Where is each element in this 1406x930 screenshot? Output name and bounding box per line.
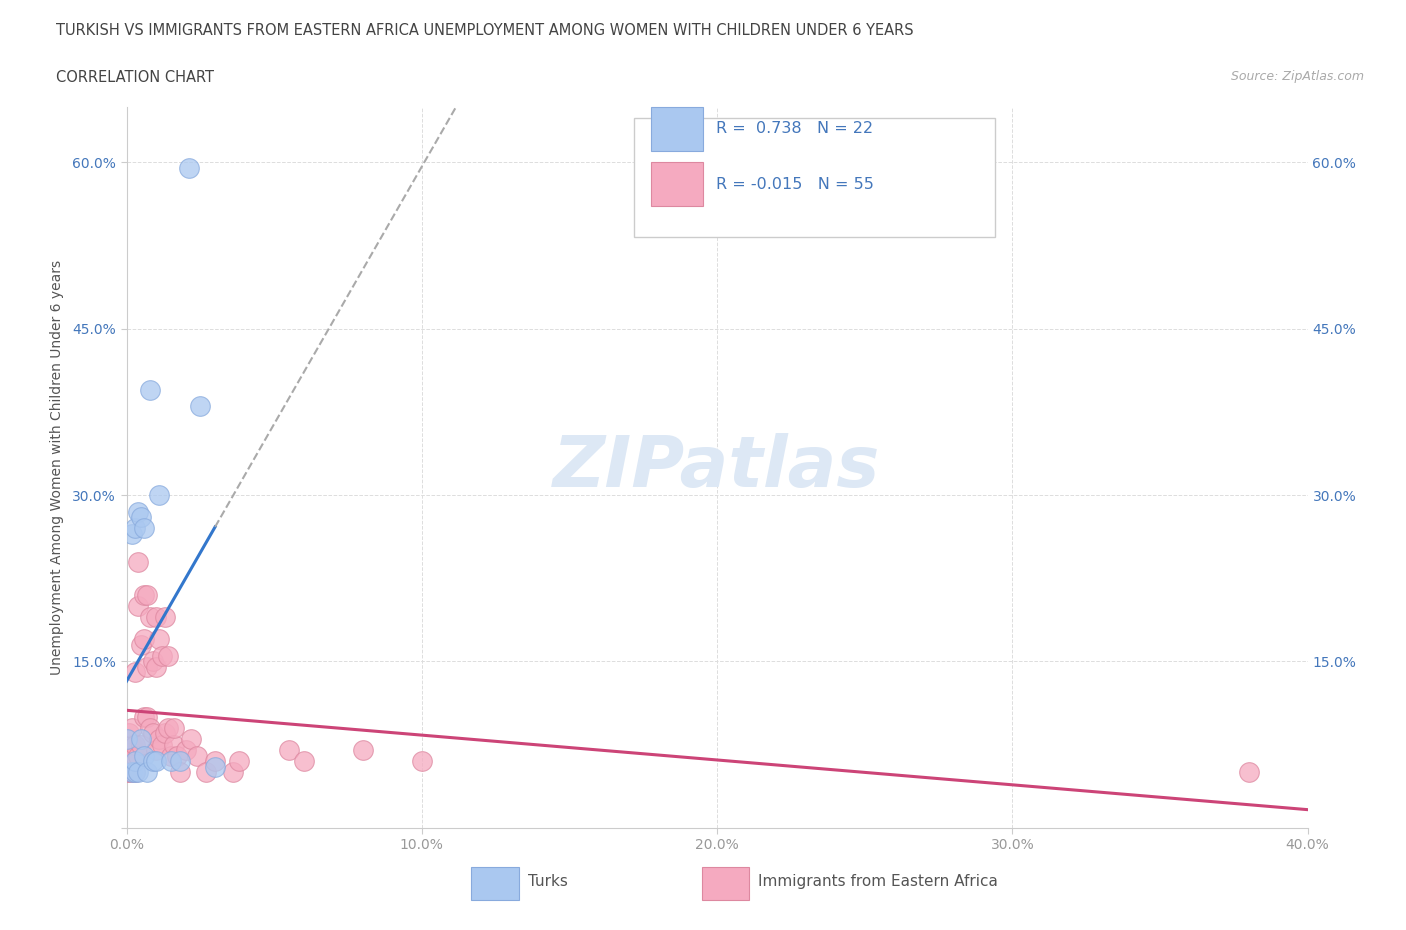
Point (195, 764, 218, 779)
Point (134, 588, 156, 603)
Point (145, 659, 167, 674)
Point (180, 732, 202, 747)
Point (115, 764, 138, 779)
Point (129, 510, 153, 525)
Point (153, 609, 176, 624)
Point (127, 599, 149, 614)
Point (115, 732, 138, 747)
Point (121, 526, 143, 541)
Text: R =  0.738   N = 22: R = 0.738 N = 22 (716, 121, 873, 136)
Point (153, 726, 176, 741)
Point (1237, 764, 1260, 779)
Point (148, 732, 170, 747)
Point (139, 721, 162, 736)
Point (159, 753, 183, 768)
Point (121, 764, 143, 779)
Point (169, 753, 191, 768)
Point (121, 737, 143, 752)
Point (174, 743, 197, 758)
Point (150, 648, 173, 663)
Point (145, 743, 167, 758)
Text: Immigrants from Eastern Africa: Immigrants from Eastern Africa (758, 874, 998, 889)
FancyBboxPatch shape (471, 867, 519, 900)
Point (136, 659, 159, 674)
Point (121, 764, 143, 779)
Point (136, 764, 159, 779)
Point (136, 710, 159, 724)
Point (124, 764, 146, 779)
Text: Source: ZipAtlas.com: Source: ZipAtlas.com (1230, 70, 1364, 83)
Point (163, 737, 186, 752)
Point (166, 748, 188, 763)
Point (145, 753, 167, 768)
Point (134, 521, 156, 536)
Point (127, 504, 149, 519)
Point (163, 721, 186, 736)
Point (115, 743, 138, 758)
Point (134, 631, 156, 646)
Point (222, 764, 245, 779)
Text: TURKISH VS IMMIGRANTS FROM EASTERN AFRICA UNEMPLOYMENT AMONG WOMEN WITH CHILDREN: TURKISH VS IMMIGRANTS FROM EASTERN AFRIC… (56, 23, 914, 38)
Point (150, 737, 173, 752)
Point (129, 737, 153, 752)
Point (292, 753, 315, 768)
Point (127, 764, 149, 779)
FancyBboxPatch shape (651, 163, 703, 206)
Point (124, 764, 146, 779)
Point (169, 764, 191, 779)
Point (142, 726, 165, 741)
Point (156, 648, 179, 663)
Point (139, 609, 162, 624)
Point (139, 382, 162, 397)
Point (118, 748, 141, 763)
Point (411, 753, 433, 768)
Point (352, 743, 374, 758)
Point (118, 764, 141, 779)
Point (145, 609, 167, 624)
Point (129, 637, 153, 652)
Point (134, 710, 156, 724)
Point (148, 487, 170, 502)
Point (142, 654, 165, 669)
Point (136, 588, 159, 603)
Point (177, 161, 200, 176)
Text: ZIPatlas: ZIPatlas (554, 432, 880, 502)
Point (134, 748, 156, 763)
Point (121, 721, 143, 736)
Point (124, 753, 146, 768)
Point (124, 665, 146, 680)
Point (204, 753, 226, 768)
FancyBboxPatch shape (651, 107, 703, 151)
FancyBboxPatch shape (634, 118, 994, 237)
Point (124, 748, 146, 763)
Point (127, 748, 149, 763)
Text: Turks: Turks (529, 874, 568, 889)
Point (278, 743, 301, 758)
FancyBboxPatch shape (702, 867, 749, 900)
Point (159, 748, 183, 763)
Text: R = -0.015   N = 55: R = -0.015 N = 55 (716, 177, 873, 192)
Point (186, 748, 208, 763)
Point (124, 521, 146, 536)
Point (228, 753, 250, 768)
Point (129, 732, 153, 747)
Text: CORRELATION CHART: CORRELATION CHART (56, 70, 214, 85)
Point (188, 399, 211, 414)
Y-axis label: Unemployment Among Women with Children Under 6 years: Unemployment Among Women with Children U… (51, 259, 63, 675)
Point (204, 759, 226, 774)
Point (124, 737, 146, 752)
Point (148, 631, 170, 646)
Point (142, 753, 165, 768)
Point (156, 721, 179, 736)
Point (118, 726, 141, 741)
Point (127, 554, 149, 569)
